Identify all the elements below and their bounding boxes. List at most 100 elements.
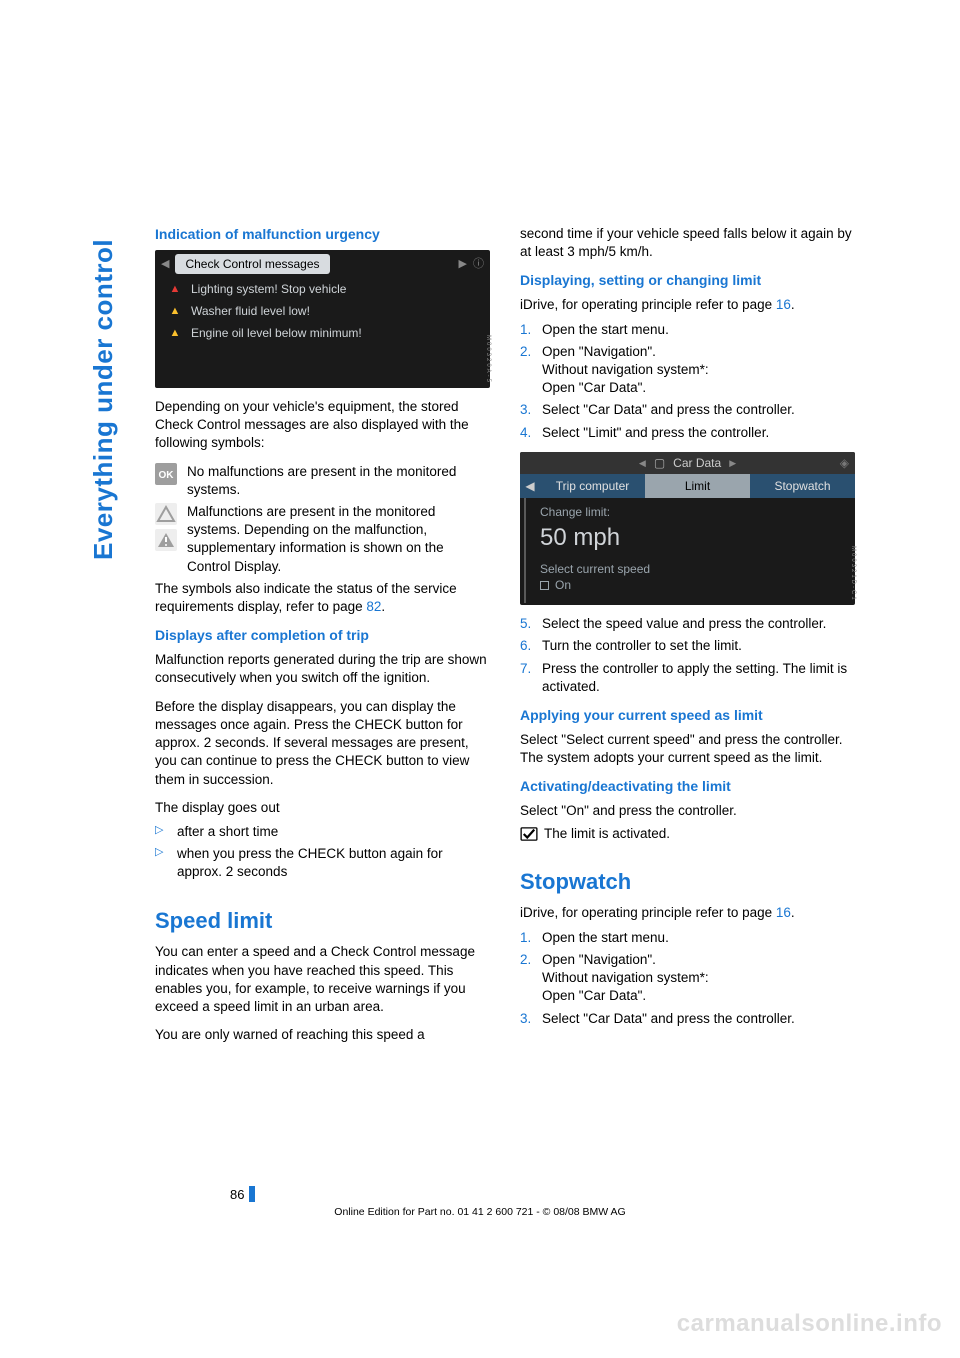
figure-code: M00320A-5 bbox=[484, 335, 492, 384]
ordered-list: 1.Open the start menu. 2.Open "Navigatio… bbox=[520, 929, 855, 1028]
list-item: 7.Press the controller to apply the sett… bbox=[520, 660, 855, 696]
list-number: 6. bbox=[520, 637, 542, 655]
paragraph: The symbols also indicate the status of … bbox=[155, 580, 490, 616]
on-label: On bbox=[555, 577, 571, 593]
screen-icon: ▢ bbox=[654, 455, 665, 471]
warning-triangle-filled-icon bbox=[155, 529, 177, 551]
page-body: Indication of malfunction urgency ◀ Chec… bbox=[155, 225, 855, 1044]
checkbox-checked-icon bbox=[520, 827, 538, 841]
svg-text:OK: OK bbox=[159, 470, 175, 481]
list-item: 4.Select "Limit" and press the controlle… bbox=[520, 424, 855, 442]
list-text: Select "Car Data" and press the controll… bbox=[542, 401, 855, 419]
arrow-right-icon: ▶ bbox=[729, 457, 736, 469]
list-number: 4. bbox=[520, 424, 542, 442]
tab-trip-computer[interactable]: Trip computer bbox=[540, 474, 645, 498]
cc-row: ▲ Washer fluid level low! bbox=[155, 300, 490, 322]
paragraph: Before the display disappears, you can d… bbox=[155, 698, 490, 789]
list-text: Select "Limit" and press the controller. bbox=[542, 424, 855, 442]
cc-row: ▲ Engine oil level below minimum! bbox=[155, 322, 490, 344]
list-item: 2.Open "Navigation". Without navigation … bbox=[520, 343, 855, 398]
heading-malfunction: Indication of malfunction urgency bbox=[155, 225, 490, 244]
cardata-body: Change limit: 50 mph Select current spee… bbox=[524, 498, 851, 603]
paragraph: iDrive, for operating principle refer to… bbox=[520, 904, 855, 922]
page-link[interactable]: 16 bbox=[776, 905, 791, 920]
heading-speed-limit: Speed limit bbox=[155, 906, 490, 936]
list-number: 3. bbox=[520, 1010, 542, 1028]
watermark: carmanualsonline.info bbox=[677, 1310, 942, 1338]
list-number: 2. bbox=[520, 951, 542, 1006]
warning-triangle-icon: ▲ bbox=[167, 281, 183, 297]
paragraph: Malfunction reports generated during the… bbox=[155, 651, 490, 687]
left-column: Indication of malfunction urgency ◀ Chec… bbox=[155, 225, 490, 1044]
symbol-ok-row: OK No malfunctions are present in the mo… bbox=[155, 463, 490, 499]
figure-car-data: ◀ ▢ Car Data ▶ ◈ ◀ Trip computer Limit S… bbox=[520, 452, 855, 605]
list-text: when you press the CHECK button again fo… bbox=[177, 845, 490, 881]
figure-check-control: ◀ Check Control messages ▶ ⓘ ▲ Lighting … bbox=[155, 250, 490, 388]
checkbox-icon bbox=[540, 581, 549, 590]
cc-row-text: Engine oil level below minimum! bbox=[191, 325, 362, 341]
tab-stopwatch[interactable]: Stopwatch bbox=[750, 474, 855, 498]
footer-text: Online Edition for Part no. 01 41 2 600 … bbox=[0, 1206, 960, 1218]
info-icon: ⓘ bbox=[473, 257, 484, 272]
list-text: Open the start menu. bbox=[542, 929, 855, 947]
bullet-icon: ▷ bbox=[155, 823, 177, 841]
paragraph: You can enter a speed and a Check Contro… bbox=[155, 943, 490, 1016]
limit-activated-row: The limit is activated. bbox=[520, 825, 670, 843]
tab-limit[interactable]: Limit bbox=[645, 474, 750, 498]
heading-apply-speed: Applying your current speed as limit bbox=[520, 706, 855, 725]
bullet-list: ▷after a short time ▷when you press the … bbox=[155, 823, 490, 882]
right-column: second time if your vehicle speed falls … bbox=[520, 225, 855, 1044]
cc-row-text: Lighting system! Stop vehicle bbox=[191, 281, 346, 297]
list-number: 2. bbox=[520, 343, 542, 398]
list-item: 1.Open the start menu. bbox=[520, 321, 855, 339]
list-item: 5.Select the speed value and press the c… bbox=[520, 615, 855, 633]
list-text: Select the speed value and press the con… bbox=[542, 615, 855, 633]
warning-triangle-icon: ▲ bbox=[167, 303, 183, 319]
warning-triangle-outline-icon bbox=[155, 503, 177, 525]
text: . bbox=[791, 297, 795, 312]
list-text: Select "Car Data" and press the controll… bbox=[542, 1010, 855, 1028]
list-item: 6.Turn the controller to set the limit. bbox=[520, 637, 855, 655]
page-link[interactable]: 16 bbox=[776, 297, 791, 312]
heading-display-setting: Displaying, setting or changing limit bbox=[520, 271, 855, 290]
heading-activate: Activating/deactivating the limit bbox=[520, 777, 855, 796]
page-number: 86 bbox=[230, 1187, 244, 1202]
ordered-list: 5.Select the speed value and press the c… bbox=[520, 615, 855, 696]
arrow-left-icon: ◀ bbox=[520, 474, 540, 498]
warning-triangle-icon: ▲ bbox=[167, 326, 183, 342]
ordered-list: 1.Open the start menu. 2.Open "Navigatio… bbox=[520, 321, 855, 442]
cardata-header: ◀ ▢ Car Data ▶ ◈ bbox=[520, 452, 855, 474]
speed-value: 50 mph bbox=[540, 522, 839, 554]
list-item: 3.Select "Car Data" and press the contro… bbox=[520, 401, 855, 419]
on-row[interactable]: On bbox=[540, 577, 839, 593]
list-text: Turn the controller to set the limit. bbox=[542, 637, 855, 655]
text: The symbols also indicate the status of … bbox=[155, 581, 457, 614]
text: . bbox=[791, 905, 795, 920]
list-text: after a short time bbox=[177, 823, 490, 841]
list-number: 3. bbox=[520, 401, 542, 419]
paragraph: You are only warned of reaching this spe… bbox=[155, 1026, 490, 1044]
heading-stopwatch: Stopwatch bbox=[520, 867, 855, 897]
page-link[interactable]: 82 bbox=[366, 599, 381, 614]
text: iDrive, for operating principle refer to… bbox=[520, 905, 776, 920]
change-limit-label: Change limit: bbox=[540, 504, 839, 520]
paragraph: second time if your vehicle speed falls … bbox=[520, 225, 855, 261]
list-number: 5. bbox=[520, 615, 542, 633]
cc-row-text: Washer fluid level low! bbox=[191, 303, 310, 319]
list-item: 3.Select "Car Data" and press the contro… bbox=[520, 1010, 855, 1028]
list-text: Open the start menu. bbox=[542, 321, 855, 339]
paragraph: Select "On" and press the controller. bbox=[520, 802, 855, 820]
symbol-triangle-row: Malfunctions are present in the monitore… bbox=[155, 503, 490, 576]
controller-icon: ◈ bbox=[840, 455, 849, 471]
arrow-left-icon: ◀ bbox=[639, 457, 646, 469]
symbol-text: No malfunctions are present in the monit… bbox=[187, 463, 490, 499]
list-number: 1. bbox=[520, 321, 542, 339]
list-number: 1. bbox=[520, 929, 542, 947]
list-number: 7. bbox=[520, 660, 542, 696]
symbol-text: Malfunctions are present in the monitore… bbox=[187, 503, 490, 576]
list-item: ▷when you press the CHECK button again f… bbox=[155, 845, 490, 881]
section-tab: Everything under control bbox=[88, 239, 119, 560]
arrow-right-icon: ▶ bbox=[459, 257, 467, 272]
select-current-speed[interactable]: Select current speed bbox=[540, 561, 839, 577]
list-item: 1.Open the start menu. bbox=[520, 929, 855, 947]
